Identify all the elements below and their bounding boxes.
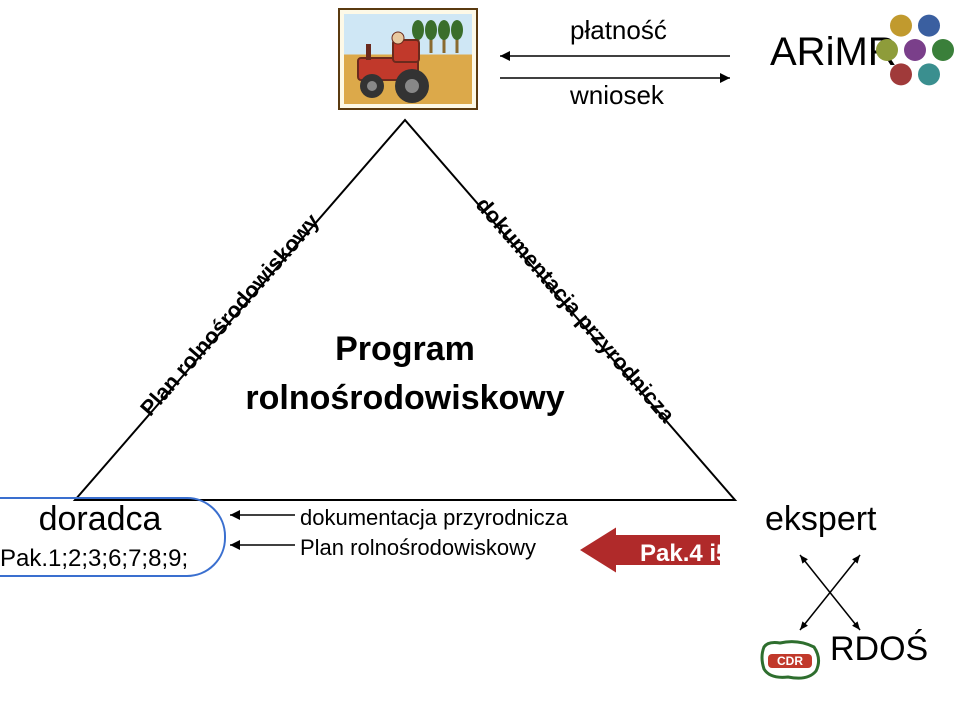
cdr-logo-icon: CDR (758, 637, 822, 681)
svg-text:CDR: CDR (777, 654, 803, 668)
diagram-stage: płatność wniosek ARiMR Plan rolnośrodowi… (0, 0, 960, 705)
dots-cluster-icon (0, 0, 960, 705)
